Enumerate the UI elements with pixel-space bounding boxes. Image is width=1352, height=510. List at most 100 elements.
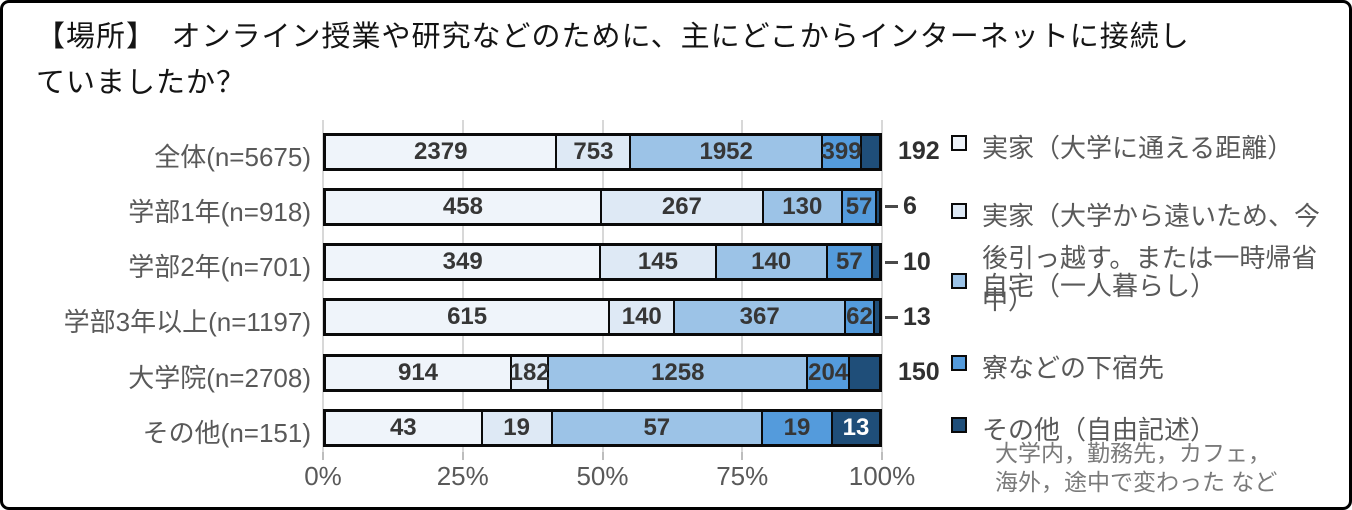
bar: 914 182 1258 204 (323, 353, 882, 392)
outside-value-label: 10 (903, 247, 931, 276)
bar-value-label: 182 (509, 358, 550, 386)
bar-segment (862, 133, 881, 170)
bar-value-label: 204 (808, 358, 849, 386)
bar-segment (873, 244, 881, 281)
legend-label: 実家（大学から遠いため、今後引っ越す。または一時帰省中） (982, 201, 1321, 315)
bar-value-label: 57 (836, 248, 863, 276)
outside-value-label: 13 (903, 302, 931, 331)
leader-dash (885, 315, 898, 319)
chart-title-line-1: 【場所】 オンライン授業や研究などのために、主にどこからインターネットに接続し (36, 21, 1190, 53)
bar-value-label: 43 (389, 414, 417, 441)
gridline (881, 120, 883, 452)
legend-label: 実家（大学に通える距離） (982, 133, 1294, 163)
bar-segment: 753 (557, 133, 632, 170)
legend-item-ryou: 寮などの下宿先 (951, 347, 1343, 389)
bar-segment: 19 (482, 410, 553, 446)
row-label: 全体(n=5675) (154, 141, 311, 172)
bar-segment: 182 (509, 354, 550, 391)
bar-segment: 2379 (324, 133, 558, 170)
bar-segment: 13 (833, 410, 881, 446)
bar-segment: 57 (827, 244, 874, 281)
row-label: 学部3年以上(n=1197) (63, 307, 311, 338)
bar-segment (850, 354, 881, 391)
bar-value-label: 367 (739, 303, 780, 331)
gridline (741, 120, 744, 452)
bar-value-label: 19 (783, 414, 811, 441)
legend-item-jitaku: 自宅（一人暮らし） (951, 265, 1343, 307)
bar-row: 914 182 1258 204 150 (323, 353, 940, 392)
bar-value-label: 1258 (651, 358, 705, 386)
bar-segment: 399 (821, 133, 863, 170)
chart-title-line-2: ていましたか？ (36, 67, 247, 99)
axis-tick-label: 50% (576, 461, 629, 491)
bar-segment: 57 (552, 410, 763, 446)
bar: 458 267 130 57 (323, 187, 882, 226)
bar-segment: 140 (610, 299, 676, 336)
bar: 43 19 57 19 13 (323, 409, 882, 447)
bar: 349 145 140 57 (323, 243, 882, 282)
legend-item-jikka-far: 実家（大学から遠いため、今後引っ越す。または一時帰省中） (951, 195, 1343, 321)
bar-segment: 145 (601, 244, 717, 281)
bar-segment (877, 188, 881, 225)
axis-tick (461, 452, 464, 460)
bar-value-label: 57 (845, 192, 873, 220)
bar-row: 43 19 57 19 13 (323, 409, 882, 447)
outside-value-label: 6 (903, 192, 917, 221)
bar-segment: 57 (842, 188, 878, 225)
gridline (322, 120, 324, 452)
bar-segment: 914 (324, 354, 512, 391)
bar-value-label: 615 (447, 303, 488, 331)
bar-value-label: 130 (782, 192, 823, 220)
axis-tick (881, 452, 883, 460)
bar-segment: 62 (846, 299, 875, 336)
legend-note-line-2: 海外，途中で変わった など (995, 469, 1278, 495)
bar-value-label: 19 (503, 414, 530, 441)
legend-swatch-ryou (951, 355, 967, 371)
axis-tick (322, 452, 324, 460)
bar-value-label: 458 (442, 192, 483, 220)
bar-segment: 615 (324, 299, 611, 336)
axis-tick-label: 25% (436, 461, 489, 491)
legend-note: 大学内，勤務先，カフェ， 海外，途中で変わった など (995, 439, 1335, 497)
outside-value-label: 192 (898, 137, 940, 165)
legend-swatch-jikka-far (951, 203, 967, 219)
bar-value-label: 1952 (699, 137, 753, 165)
bar-value-label: 13 (842, 414, 870, 441)
leader-dash (885, 205, 898, 209)
bar-segment: 140 (716, 244, 828, 281)
legend-label: その他（自由記述） (982, 415, 1217, 445)
axis-tick-label: 75% (716, 461, 769, 491)
bar-segment: 1952 (631, 133, 823, 170)
axis-tick-label: 0% (304, 461, 342, 491)
bar-value-label: 145 (637, 248, 678, 276)
bar-value-label: 140 (621, 303, 662, 331)
bar-value-label: 399 (821, 137, 862, 165)
bar-value-label: 914 (397, 358, 439, 386)
row-label: 学部2年(n=701) (128, 252, 311, 283)
bar-value-label: 349 (442, 248, 483, 276)
bar-value-label: 140 (751, 248, 792, 276)
axis-tick-label: 100% (848, 461, 916, 491)
bar-row: 349 145 140 57 10 (323, 243, 931, 282)
legend-note-line-1: 大学内，勤務先，カフェ， (995, 440, 1271, 466)
bar-value-label: 62 (846, 303, 873, 331)
axis-tick (741, 452, 744, 460)
bar-value-label: 2379 (414, 137, 468, 165)
legend-label: 寮などの下宿先 (982, 353, 1165, 383)
bar-segment: 1258 (549, 354, 809, 391)
bar-segment: 267 (601, 188, 764, 225)
row-label: その他(n=151) (142, 418, 311, 448)
chart-title: 【場所】 オンライン授業や研究などのために、主にどこからインターネットに接続し … (36, 14, 1331, 106)
legend-swatch-jitaku (951, 273, 967, 289)
gridline (601, 120, 604, 452)
bar-segment: 130 (763, 188, 843, 225)
bar-segment: 204 (808, 354, 851, 391)
bar-value-label: 267 (661, 192, 702, 220)
bar-value-label: 57 (643, 414, 671, 441)
bar-segment (874, 299, 881, 336)
bar-segment: 349 (324, 244, 602, 281)
leader-dash (885, 260, 898, 264)
bar-row: 2379 753 1952 399 192 (323, 132, 940, 171)
bar-segment: 43 (324, 410, 483, 446)
